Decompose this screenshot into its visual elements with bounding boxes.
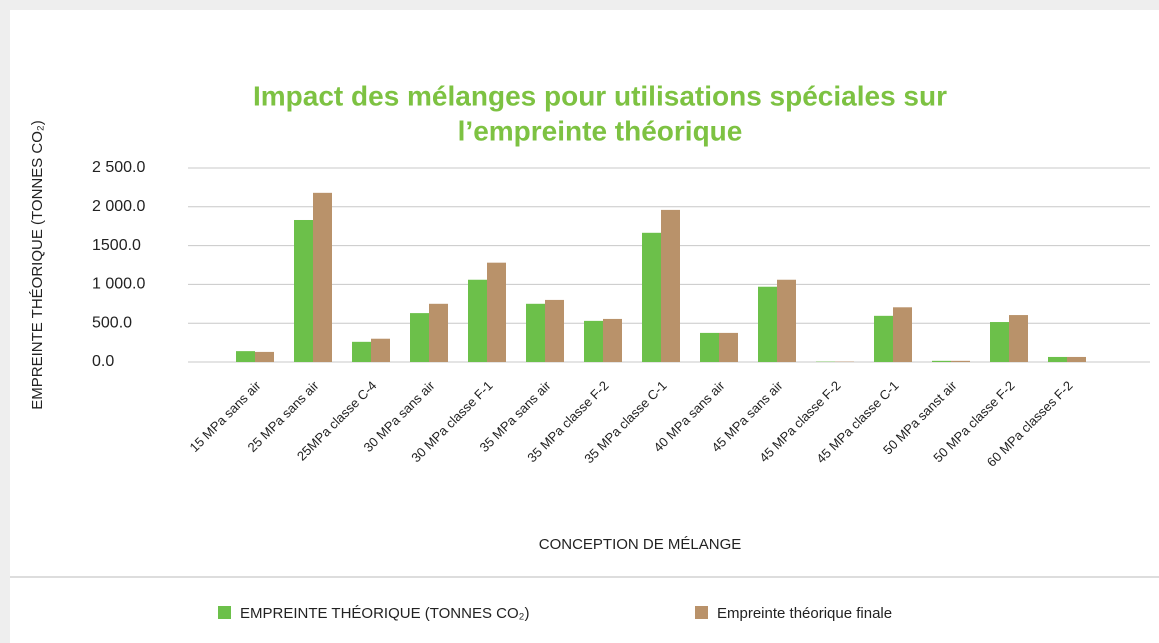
- bar: [255, 351, 274, 362]
- y-tick-label: 1500.0: [92, 237, 141, 254]
- bar: [526, 303, 545, 362]
- y-tick-label: 2 000.0: [92, 198, 145, 215]
- bar: [700, 332, 719, 362]
- y-tick-label: 0.0: [92, 353, 114, 370]
- bar: [603, 318, 622, 362]
- bar: [951, 360, 970, 362]
- bar: [874, 315, 893, 362]
- bar: [352, 341, 371, 362]
- legend-swatch: [695, 606, 708, 619]
- bar: [1067, 356, 1086, 362]
- y-tick-label: 2 500.0: [92, 159, 145, 176]
- bar: [758, 286, 777, 362]
- bar: [429, 303, 448, 362]
- bar: [1009, 315, 1028, 362]
- bar: [719, 332, 738, 362]
- bar: [371, 338, 390, 362]
- bar: [893, 307, 912, 362]
- bar: [294, 219, 313, 362]
- y-axis-label: EMPREINTE THÉORIQUE (TONNES CO₂): [29, 120, 46, 409]
- bar: [661, 209, 680, 362]
- bar: [990, 322, 1009, 362]
- y-tick-label: 1 000.0: [92, 276, 145, 293]
- bar: [410, 313, 429, 362]
- y-tick-label: 500.0: [92, 314, 132, 331]
- x-axis-label: CONCEPTION DE MÉLANGE: [539, 536, 742, 553]
- bar: [642, 232, 661, 362]
- bar: [487, 262, 506, 362]
- bar: [932, 360, 951, 362]
- bar: [545, 299, 564, 362]
- bar: [313, 192, 332, 362]
- bar: [1048, 356, 1067, 362]
- bar: [468, 279, 487, 362]
- legend-label: Empreinte théorique finale: [717, 605, 892, 622]
- legend-label: EMPREINTE THÉORIQUE (TONNES CO₂): [240, 605, 529, 622]
- chart-title: l’empreinte théorique: [458, 115, 743, 146]
- bar: [777, 279, 796, 362]
- legend-swatch: [218, 606, 231, 619]
- bar: [236, 351, 255, 362]
- bar: [584, 320, 603, 362]
- chart-title: Impact des mélanges pour utilisations sp…: [253, 80, 947, 111]
